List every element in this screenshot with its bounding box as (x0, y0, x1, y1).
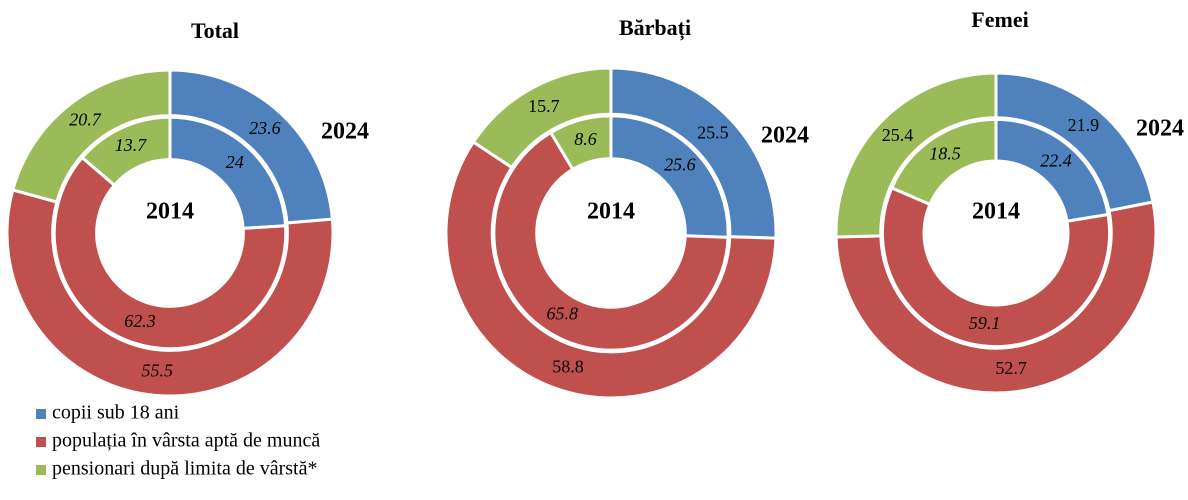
data-label: 15.7 (528, 96, 560, 116)
legend-label: pensionari după limita de vârstă* (52, 458, 317, 480)
donut-segment (52, 155, 288, 351)
data-label: 8.6 (574, 129, 597, 149)
ring-label: 2014 (972, 199, 1020, 225)
chart-title: Total (191, 18, 239, 43)
data-label: 25.5 (697, 122, 729, 142)
chart-title: Femei (971, 7, 1028, 32)
data-label: 18.5 (929, 144, 961, 164)
legend-swatch (36, 465, 46, 475)
donut-segment (80, 115, 172, 188)
donut-chart: Total 23.6 55.5 20.7 24 62.3 13.7 2024 2014 (5, 18, 369, 398)
donut-chart: Bărbați 25.5 58.8 15.7 25.6 65.8 8.6 2024 2014 (444, 15, 809, 400)
legend-label: populația în vârsta aptă de muncă (52, 430, 320, 452)
donut-segment (492, 130, 730, 352)
data-label: 55.5 (141, 361, 173, 381)
data-label: 20.7 (69, 110, 102, 130)
data-label: 58.8 (552, 356, 584, 376)
legend: copii sub 18 ani populația în vârsta aptă… (36, 402, 320, 480)
data-label: 59.1 (969, 313, 1001, 333)
data-label: 52.7 (995, 358, 1027, 378)
data-label: 25.4 (882, 125, 914, 145)
legend-swatch (36, 437, 46, 447)
donut-segment (834, 71, 998, 239)
legend-swatch (36, 409, 46, 419)
donut-segment (548, 114, 613, 172)
legend-label: copii sub 18 ani (52, 402, 180, 424)
ring-label: 2024 (321, 119, 369, 145)
data-label: 24 (226, 152, 244, 172)
data-label: 21.9 (1068, 115, 1100, 135)
data-label: 62.3 (124, 311, 156, 331)
data-label: 23.6 (249, 118, 281, 138)
donut-segment (880, 185, 1112, 349)
data-label: 13.7 (115, 135, 148, 155)
data-label: 25.6 (664, 155, 696, 175)
ring-label: 2024 (761, 123, 809, 149)
donut-segment (10, 68, 172, 204)
ring-label: 2024 (1136, 116, 1184, 142)
chart-title: Bărbați (619, 15, 691, 41)
ring-label: 2014 (146, 199, 194, 225)
donut-segment (471, 66, 613, 170)
donut-segment (889, 117, 998, 207)
donut-chart: Femei 21.9 52.7 25.4 22.4 59.1 18.5 2024 2014 (834, 7, 1184, 395)
data-label: 22.4 (1040, 150, 1072, 170)
data-label: 65.8 (547, 303, 579, 323)
ring-label: 2014 (587, 199, 635, 225)
